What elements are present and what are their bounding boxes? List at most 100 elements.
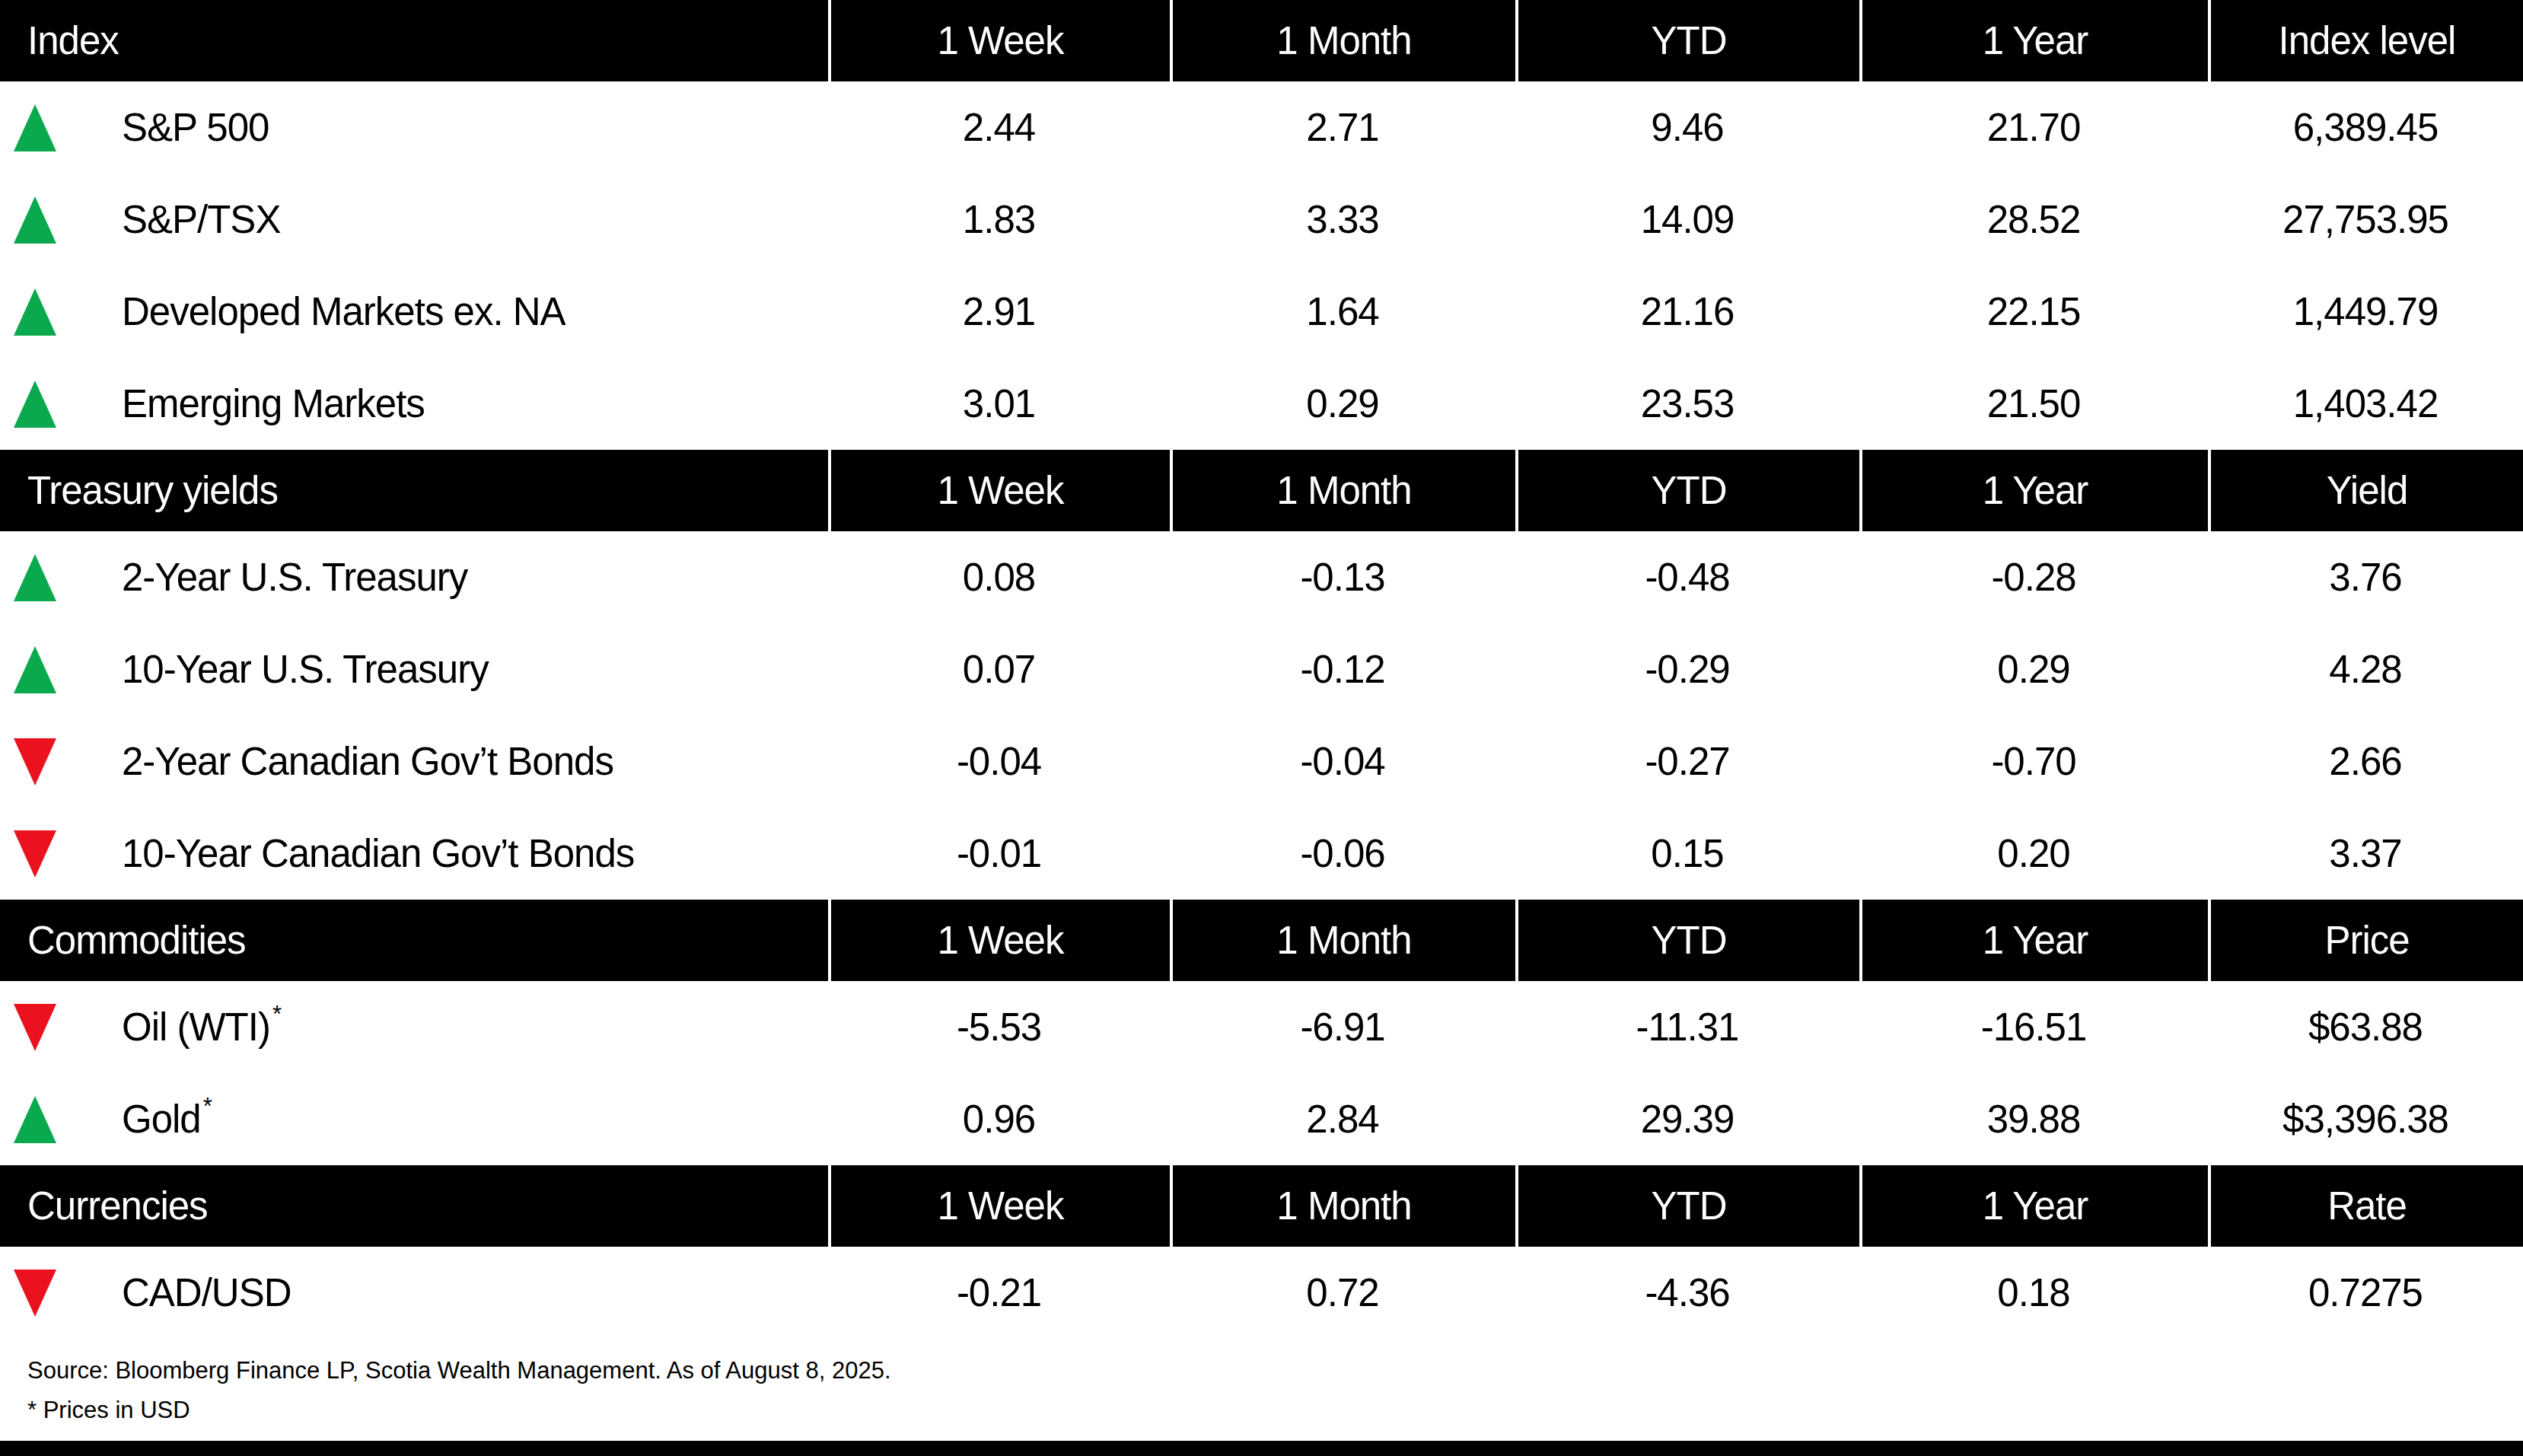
value-cell: -0.13 [1170,531,1515,623]
table-row-sptsx: S&P/TSX 1.83 3.33 14.09 28.52 27,753.95 [0,174,2523,266]
table-row-10y-us-treasury: 10-Year U.S. Treasury 0.07 -0.12 -0.29 0… [0,623,2523,715]
row-label: Oil (WTI) [122,1005,270,1050]
section-title: Treasury yields [0,450,828,531]
value-cell: 3.33 [1170,174,1515,266]
column-header: 1 Month [1170,0,1515,81]
column-header: YTD [1515,450,1859,531]
value-cell: -0.28 [1859,531,2208,623]
row-label-cell: Gold* [0,1073,828,1165]
value-cell: -0.04 [1170,715,1515,808]
value-cell: 21.70 [1859,81,2208,174]
value-cell: 1,403.42 [2208,358,2523,450]
column-header: 1 Month [1170,900,1515,981]
value-cell: 39.88 [1859,1073,2208,1165]
section-title: Index [0,0,828,81]
row-label-cell: 10-Year U.S. Treasury [0,623,828,715]
value-cell: 4.28 [2208,623,2523,715]
value-cell: 0.96 [828,1073,1170,1165]
section-title: Currencies [0,1165,828,1247]
value-cell: 27,753.95 [2208,174,2523,266]
column-header: 1 Year [1859,900,2208,981]
table-row-emerging-markets: Emerging Markets 3.01 0.29 23.53 21.50 1… [0,358,2523,450]
value-cell: 0.29 [1859,623,2208,715]
table-row-gold: Gold* 0.96 2.84 29.39 39.88 $3,396.38 [0,1073,2523,1165]
value-cell: 3.01 [828,358,1170,450]
value-cell: -0.27 [1515,715,1859,808]
value-cell: 0.07 [828,623,1170,715]
bottom-rule [0,1441,2523,1456]
table-row-2y-canadian-bonds: 2-Year Canadian Gov’t Bonds -0.04 -0.04 … [0,715,2523,808]
up-triangle-icon [14,196,56,244]
row-label: Developed Markets ex. NA [122,289,565,334]
row-label: 10-Year Canadian Gov’t Bonds [122,831,634,876]
section-header-currencies: Currencies 1 Week 1 Month YTD 1 Year Rat… [0,1165,2523,1247]
value-cell: 21.16 [1515,266,1859,358]
up-triangle-icon [14,1096,56,1143]
value-cell: 2.44 [828,81,1170,174]
column-header: Rate [2208,1165,2523,1247]
column-header: 1 Month [1170,1165,1515,1247]
up-triangle-icon [14,381,56,428]
row-label-cell: 2-Year Canadian Gov’t Bonds [0,715,828,808]
column-header: 1 Week [828,450,1170,531]
row-label: CAD/USD [122,1270,291,1315]
table-row-2y-us-treasury: 2-Year U.S. Treasury 0.08 -0.13 -0.48 -0… [0,531,2523,623]
value-cell: 0.72 [1170,1247,1515,1339]
value-cell: -0.04 [828,715,1170,808]
table-row-oil-wti: Oil (WTI)* -5.53 -6.91 -11.31 -16.51 $63… [0,981,2523,1073]
table-row-cad-usd: CAD/USD -0.21 0.72 -4.36 0.18 0.7275 [0,1247,2523,1339]
row-label-cell: Emerging Markets [0,358,828,450]
column-header: Yield [2208,450,2523,531]
column-header: 1 Week [828,0,1170,81]
source-note: Source: Bloomberg Finance LP, Scotia Wea… [27,1357,2523,1384]
column-header: 1 Week [828,1165,1170,1247]
value-cell: -0.12 [1170,623,1515,715]
value-cell: -0.01 [828,808,1170,900]
table-row-developed-markets: Developed Markets ex. NA 2.91 1.64 21.16… [0,266,2523,358]
value-cell: -5.53 [828,981,1170,1073]
row-label: Gold [122,1097,201,1142]
value-cell: 1,449.79 [2208,266,2523,358]
value-cell: -16.51 [1859,981,2208,1073]
row-label: Emerging Markets [122,381,425,426]
up-triangle-icon [14,646,56,693]
value-cell: 1.64 [1170,266,1515,358]
value-cell: -0.29 [1515,623,1859,715]
footnote-marker: * [272,1001,281,1028]
section-header-treasury-yields: Treasury yields 1 Week 1 Month YTD 1 Yea… [0,450,2523,531]
up-triangle-icon [14,554,56,601]
value-cell: $63.88 [2208,981,2523,1073]
column-header: YTD [1515,1165,1859,1247]
value-cell: 0.15 [1515,808,1859,900]
column-header: Index level [2208,0,2523,81]
value-cell: 2.71 [1170,81,1515,174]
value-cell: -0.06 [1170,808,1515,900]
row-label: 2-Year U.S. Treasury [122,555,467,600]
value-cell: 22.15 [1859,266,2208,358]
column-header: 1 Year [1859,1165,2208,1247]
value-cell: 9.46 [1515,81,1859,174]
row-label-cell: Oil (WTI)* [0,981,828,1073]
row-label-cell: CAD/USD [0,1247,828,1339]
value-cell: 3.76 [2208,531,2523,623]
down-triangle-icon [14,1270,56,1317]
value-cell: 28.52 [1859,174,2208,266]
value-cell: 21.50 [1859,358,2208,450]
row-label-cell: 2-Year U.S. Treasury [0,531,828,623]
value-cell: 2.84 [1170,1073,1515,1165]
up-triangle-icon [14,288,56,336]
column-header: Price [2208,900,2523,981]
value-cell: 6,389.45 [2208,81,2523,174]
footnote-marker: * [203,1093,212,1120]
value-cell: -0.21 [828,1247,1170,1339]
footnotes: Source: Bloomberg Finance LP, Scotia Wea… [0,1339,2523,1441]
section-header-commodities: Commodities 1 Week 1 Month YTD 1 Year Pr… [0,900,2523,981]
down-triangle-icon [14,1004,56,1051]
down-triangle-icon [14,830,56,878]
prices-note: * Prices in USD [27,1397,2523,1424]
column-header: 1 Year [1859,0,2208,81]
value-cell: -6.91 [1170,981,1515,1073]
row-label: S&P/TSX [122,197,280,242]
row-label-cell: S&P/TSX [0,174,828,266]
column-header: YTD [1515,0,1859,81]
